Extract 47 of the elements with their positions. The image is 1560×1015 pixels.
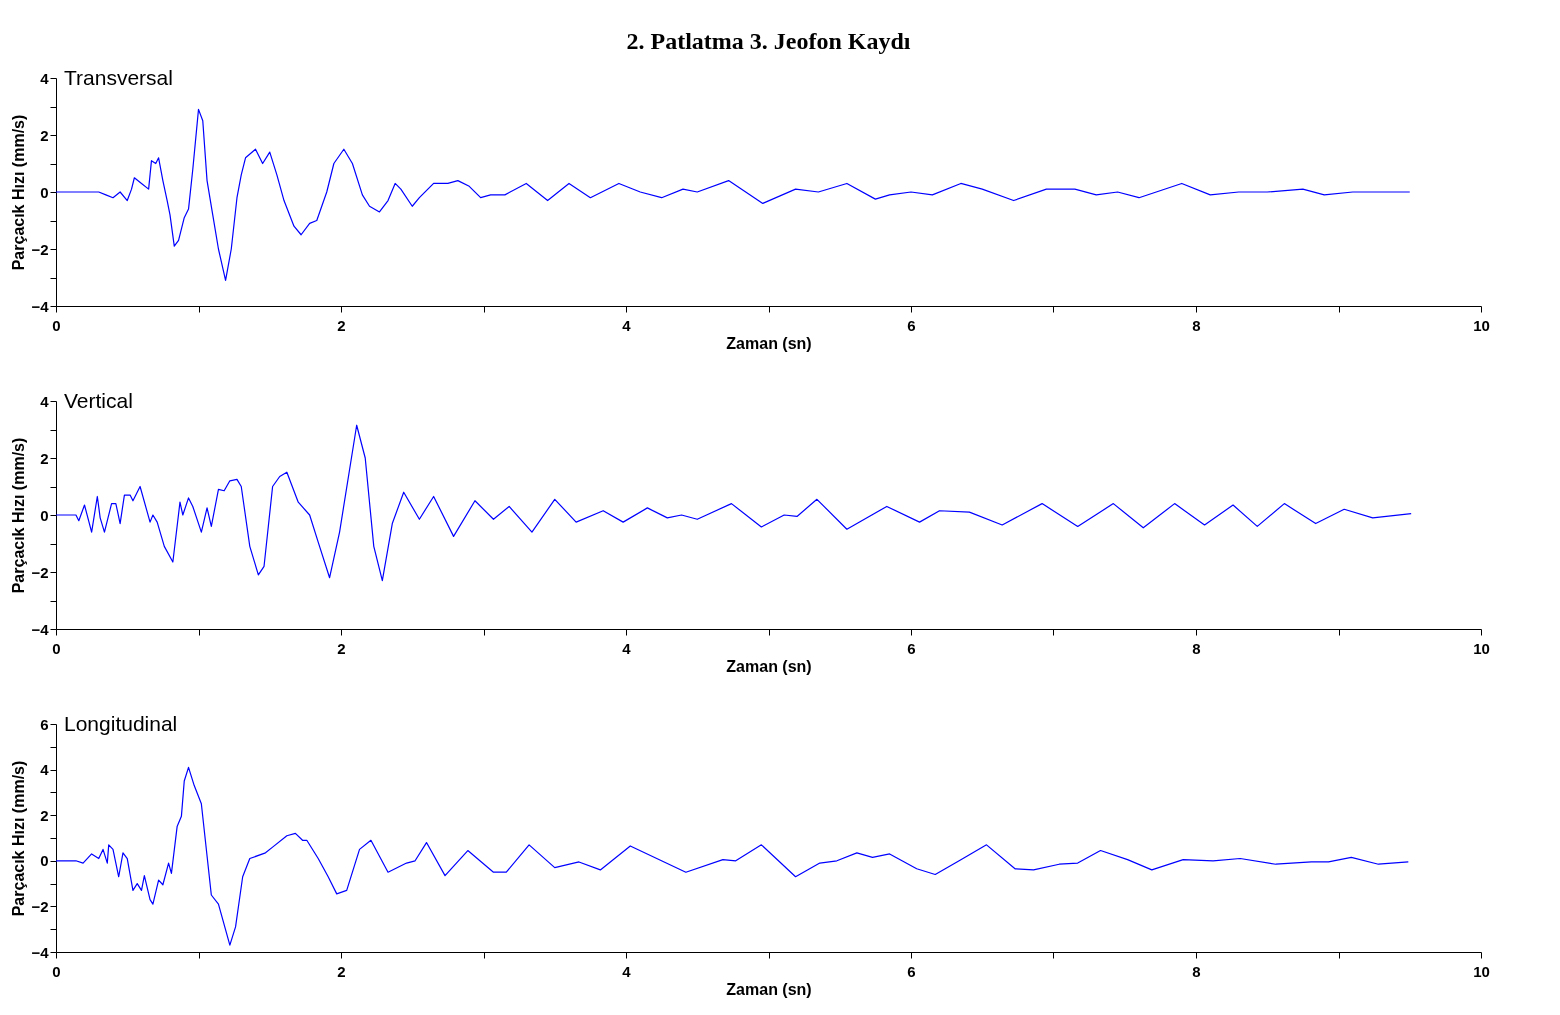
x-tick-label: 10 (1473, 639, 1490, 657)
y-axis-title: Parçacık Hızı (mm/s) (10, 760, 28, 917)
y-tick-label: 2 (40, 449, 49, 467)
y-tick-label: −4 (31, 297, 50, 315)
chart-title: 2. Patlatma 3. Jeofon Kaydı (626, 28, 911, 54)
y-tick-label: −4 (31, 943, 50, 961)
line-series (55, 766, 1409, 946)
x-tick-label: 0 (52, 639, 61, 657)
x-tick-label: 2 (337, 316, 346, 334)
text: Vertical (64, 389, 133, 412)
x-tick-label: 4 (622, 639, 632, 657)
y-tick-label: −2 (31, 240, 49, 258)
line-series (55, 108, 1411, 281)
x-tick-label: 2 (337, 962, 346, 980)
y-tick-label: −2 (31, 897, 49, 915)
x-tick-label: 2 (337, 639, 346, 657)
y-tick-label: 4 (40, 761, 50, 779)
x-tick-label: 6 (907, 316, 916, 334)
x-tick-label: 0 (52, 316, 61, 334)
y-tick-label: 2 (40, 126, 49, 144)
y-tick-label: −2 (31, 563, 49, 581)
line-series (55, 424, 1412, 582)
x-tick-label: 8 (1192, 639, 1201, 657)
y-axis-title: Parçacık Hızı (mm/s) (10, 114, 28, 271)
x-tick-label: 8 (1192, 962, 1201, 980)
y-tick-label: 0 (40, 852, 49, 870)
x-tick-label: 8 (1192, 316, 1201, 334)
y-tick-label: 4 (40, 392, 50, 410)
x-tick-label: 4 (622, 316, 632, 334)
x-axis-title: Zaman (sn) (726, 657, 812, 675)
y-tick-label: 0 (40, 506, 49, 524)
y-axis-title: Parçacık Hızı (mm/s) (10, 437, 28, 594)
series-label: Longitudinal (64, 712, 178, 735)
x-tick-label: 6 (907, 639, 916, 657)
x-axis-title: Zaman (sn) (726, 334, 812, 352)
x-tick-label: 10 (1473, 316, 1490, 334)
x-tick-label: 6 (907, 962, 916, 980)
y-tick-label: −4 (31, 620, 50, 638)
x-axis-title: Zaman (sn) (726, 980, 812, 998)
y-tick-label: 6 (40, 715, 49, 733)
series-label: Transversal (64, 66, 173, 89)
y-tick-label: 2 (40, 806, 49, 824)
x-tick-label: 0 (52, 962, 61, 980)
x-tick-label: 10 (1473, 962, 1490, 980)
y-tick-label: 0 (40, 183, 49, 201)
x-tick-label: 4 (622, 962, 632, 980)
y-tick-label: 4 (40, 69, 50, 87)
